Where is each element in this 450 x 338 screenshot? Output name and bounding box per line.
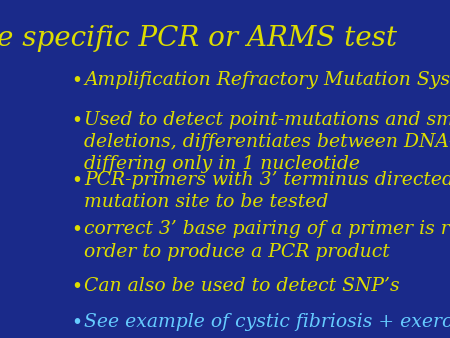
Text: •: • [72, 220, 82, 239]
Text: Allele specific PCR or ARMS test: Allele specific PCR or ARMS test [0, 25, 397, 52]
Text: PCR-primers with 3’ terminus directed against the
mutation site to be tested: PCR-primers with 3’ terminus directed ag… [84, 171, 450, 211]
Text: •: • [72, 171, 82, 190]
Text: See example of cystic fibriosis + exercise: See example of cystic fibriosis + exerci… [84, 313, 450, 331]
Text: •: • [72, 71, 82, 90]
Text: •: • [72, 277, 82, 296]
Text: •: • [72, 313, 82, 332]
Text: correct 3’ base pairing of a primer is required in
order to produce a PCR produc: correct 3’ base pairing of a primer is r… [84, 220, 450, 261]
Text: •: • [72, 111, 82, 130]
Text: Can also be used to detect SNP’s: Can also be used to detect SNP’s [84, 277, 400, 295]
Text: Amplification Refractory Mutation System: Amplification Refractory Mutation System [84, 71, 450, 89]
Text: Used to detect point-mutations and small
deletions, differentiates between DNA-s: Used to detect point-mutations and small… [84, 111, 450, 173]
